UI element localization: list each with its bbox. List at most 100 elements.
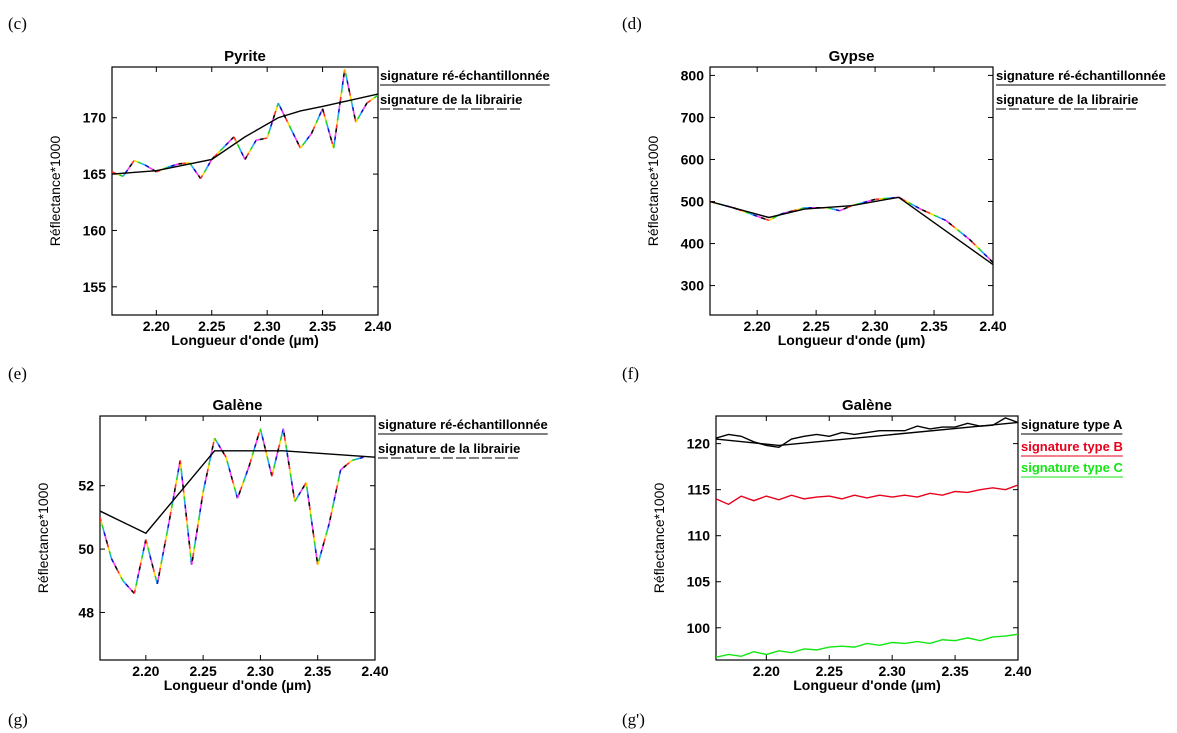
y-tick-label: 110 [687,528,710,544]
series-line-segment [313,541,316,546]
series-line-segment [326,527,329,532]
series-line-segment [249,146,254,151]
series-line-segment [336,120,339,125]
series-line-segment [346,80,349,85]
legend-label: signature de la librairie [996,92,1138,107]
series-line [716,417,1018,449]
series-line-segment [309,513,312,518]
series-line-segment [119,174,124,178]
series-line-segment [139,562,142,567]
series-line-segment [333,136,337,141]
series-line-segment [137,161,142,165]
chart-panel-3: Galène 2.20 2.25 2.30 2.35 2.40 100 105 110 115 12… [651,397,1123,693]
series-line-segment [262,440,266,445]
panel-label-f: (f) [622,364,639,383]
series-line-segment [968,238,973,243]
x-tick-label: 2.20 [753,663,780,679]
series-line-segment [299,144,304,149]
series-line [716,484,1018,506]
series-line-segment [277,444,281,449]
series-line-segment [232,483,236,488]
series-line-segment [313,122,317,127]
series-line-segment [356,115,361,120]
series-line-segment [106,543,110,548]
series-line-segment [100,520,103,526]
y-tick-label: 115 [687,482,710,498]
plot-frame [709,66,994,316]
y-tick-label: 300 [681,278,705,294]
panel-label-c: (c) [8,14,27,33]
series-line-segment [191,556,194,562]
series-line-segment [299,488,304,493]
series-line-segment [308,505,311,511]
series-line-segment [199,175,204,180]
series-line-segment [125,583,130,588]
series-line-segment [193,168,197,173]
series-line-segment [160,559,163,565]
series-line-segment [960,231,965,236]
series-line-segment [243,474,247,479]
series-line-segment [256,436,259,441]
series-line-segment [246,466,250,471]
series-line [112,93,378,175]
series-line-segment [230,475,234,480]
series-line [716,421,1018,447]
series-line-segment [151,563,154,569]
legend-label: signature ré-échantillonnée [378,417,548,432]
series-line-segment [345,462,350,466]
y-tick-label: 52 [78,478,94,494]
series-line-segment [352,110,356,115]
series-line-segment [207,162,211,167]
series-line-segment [863,200,868,204]
series-line-segment [301,485,306,490]
series-line-segment [296,494,300,499]
series-line-segment [175,476,179,481]
x-axis-label: Longueur d'onde (µm) [778,332,926,348]
series-line-segment [348,91,352,96]
series-line-segment [330,512,333,517]
series-line-segment [273,110,277,115]
series-line-segment [351,103,354,108]
series-line-segment [234,490,238,495]
series-line-segment [210,449,213,454]
y-tick-label: 400 [681,236,705,252]
series-line-segment [104,535,108,541]
series-line-segment [312,529,315,534]
series-line-segment [213,437,218,442]
series-line-segment [229,471,233,477]
series-line-segment [222,144,227,149]
series-line-segment [951,224,956,229]
series-line-segment [867,199,872,203]
series-line-segment [324,534,327,539]
x-tick-label: 2.30 [879,663,906,679]
series-line-segment [311,525,314,530]
series-line-segment [269,468,272,473]
series-line-segment [159,563,162,569]
series-line-segment [108,550,112,556]
series-line-segment [236,494,240,499]
series-line-segment [122,580,127,585]
legend-label: signature type B [1021,439,1123,454]
series-line-segment [128,586,133,591]
series-line-segment [217,444,221,449]
series-line-segment [267,460,270,465]
series-line-segment [114,565,118,571]
plot-frame [99,415,376,661]
series-line-segment [170,503,174,509]
series-line-segment [161,551,165,557]
x-tick-label: 2.40 [979,318,1006,334]
series-line-segment [306,135,310,140]
series-line-segment [204,476,208,481]
series-line-segment [196,524,199,529]
series-line-segment [333,496,336,501]
y-tick-label: 500 [681,194,705,210]
series-line-segment [273,464,276,469]
x-tick-label: 2.25 [816,663,843,679]
panel-label-g: (g) [8,710,28,729]
series-line-segment [941,217,947,222]
series-line-segment [342,77,345,82]
series-line-segment [341,80,344,86]
plot-frame [715,415,1019,661]
series-line-segment [296,140,300,145]
series-line-segment [764,218,770,222]
